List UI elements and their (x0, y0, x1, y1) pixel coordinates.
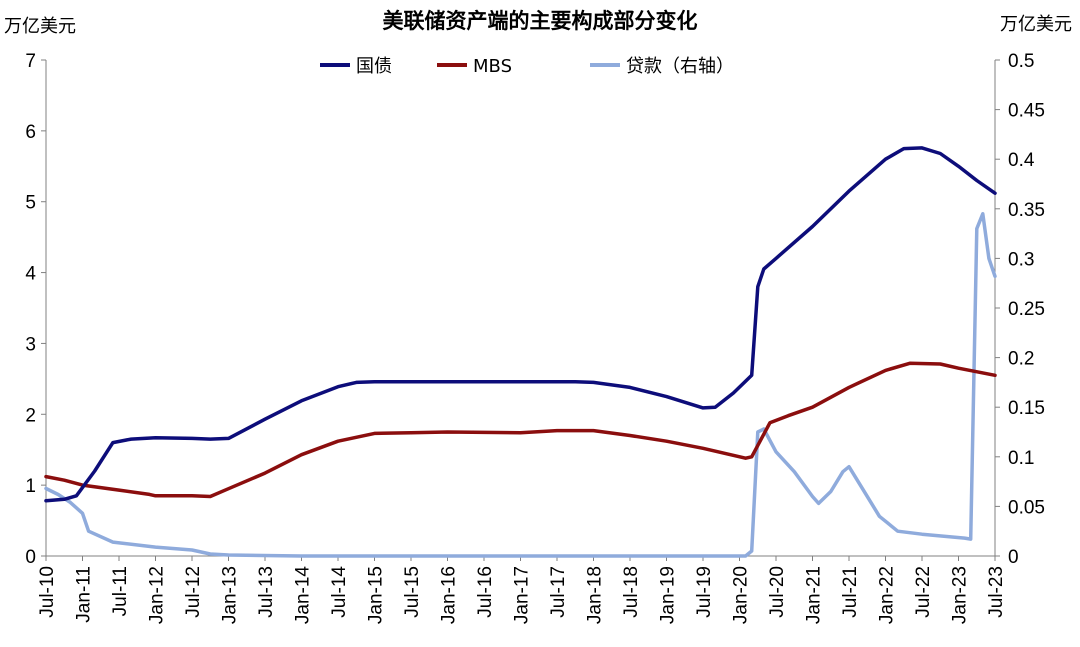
left-tick-label: 5 (25, 193, 36, 214)
right-tick-label: 0.05 (1008, 497, 1045, 518)
series-line-1 (44, 361, 997, 499)
x-tick-label: Jan-15 (366, 566, 387, 624)
right-tick-label: 0 (1008, 547, 1019, 568)
series-line-2 (44, 212, 997, 558)
x-tick-label: Jul-13 (256, 566, 277, 618)
x-tick-label: Jan-12 (147, 566, 168, 624)
right-tick-label: 0.1 (1008, 448, 1034, 469)
legend-label: 贷款（右轴） (626, 56, 734, 77)
left-axis-unit: 万亿美元 (4, 16, 76, 37)
left-tick-label: 6 (25, 122, 36, 143)
x-tick-label: Jul-17 (548, 566, 569, 618)
left-tick-label: 7 (25, 51, 36, 72)
right-tick-label: 0.15 (1008, 398, 1045, 419)
x-tick-label: Jul-11 (110, 566, 131, 616)
right-tick-label: 0.25 (1008, 299, 1045, 320)
x-tick-label: Jan-18 (585, 566, 606, 624)
right-tick-label: 0.5 (1008, 51, 1034, 72)
x-tick-label: Jul-18 (621, 566, 642, 618)
legend-label: MBS (473, 56, 512, 77)
right-axis-unit: 万亿美元 (1000, 14, 1072, 35)
left-tick-label: 1 (25, 476, 36, 497)
x-tick-label: Jul-16 (475, 566, 496, 618)
legend: 国债 MBS 贷款（右轴） (320, 56, 734, 77)
x-tick-label: Jul-10 (37, 566, 58, 618)
x-tick-label: Jul-19 (694, 566, 715, 618)
x-tick-label: Jan-13 (220, 566, 241, 624)
x-tick-label: Jan-21 (804, 566, 825, 624)
right-tick-label: 0.4 (1008, 150, 1035, 171)
axes: 0 1 2 3 4 5 6 7 0 0.05 0.1 0.15 0.2 0.25 0.3 0.35 0.4 0.4… (25, 51, 1045, 624)
x-tick-label: Jan-11 (74, 566, 95, 623)
right-tick-label: 0.2 (1008, 349, 1034, 370)
series-line-0 (44, 146, 997, 503)
x-tick-label: Jul-23 (986, 566, 1007, 618)
x-tick-label: Jul-20 (767, 566, 788, 618)
x-tick-label: Jul-14 (329, 566, 350, 618)
x-tick-label: Jan-16 (439, 566, 460, 624)
x-tick-label: Jan-23 (950, 566, 971, 624)
x-tick-label: Jan-19 (658, 566, 679, 624)
right-tick-label: 0.3 (1008, 249, 1034, 270)
left-tick-label: 4 (25, 264, 36, 285)
x-tick-label: Jul-22 (913, 566, 934, 618)
series-layer (44, 146, 997, 558)
x-tick-label: Jul-15 (402, 566, 423, 618)
x-tick-label: Jan-22 (877, 566, 898, 624)
x-tick-label: Jul-12 (183, 566, 204, 618)
x-tick-label: Jan-20 (731, 566, 752, 624)
x-tick-label: Jul-21 (840, 566, 861, 618)
left-tick-label: 3 (25, 334, 36, 355)
right-tick-label: 0.35 (1008, 200, 1045, 221)
right-tick-label: 0.45 (1008, 101, 1045, 122)
legend-label: 国债 (356, 56, 392, 77)
x-tick-label: Jan-14 (293, 566, 314, 625)
chart-title: 美联储资产端的主要构成部分变化 (383, 9, 698, 33)
x-tick-label: Jan-17 (512, 566, 533, 624)
left-tick-label: 0 (25, 547, 36, 568)
left-tick-label: 2 (25, 405, 36, 426)
